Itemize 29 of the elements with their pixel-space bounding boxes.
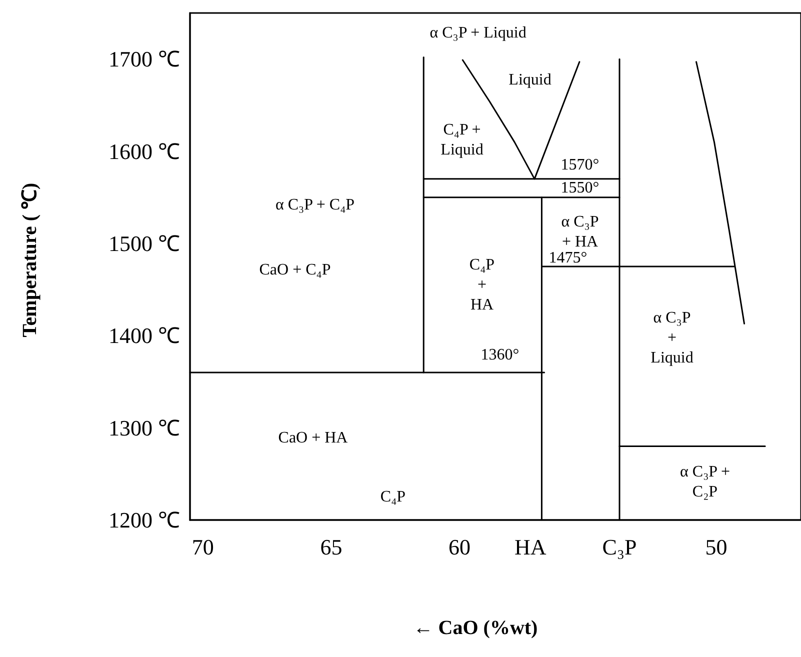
annotation: α C₃P + Liquid <box>430 24 526 42</box>
annotation: 1570° <box>560 156 600 174</box>
annotation: 1550° <box>560 180 600 196</box>
x-axis-title: ← CaO (%wt) <box>413 617 538 639</box>
annotation: C₄P + Liquid <box>440 122 484 158</box>
annotation: CaO + HA <box>278 430 348 446</box>
annotation: α C₃P + C₂P <box>680 464 730 500</box>
y-tick-label: 1300 ℃ <box>108 415 180 440</box>
annotation: α C₃P + C₄P <box>275 196 355 214</box>
x-tick-label: HA <box>514 534 546 560</box>
x-tick-label: 70 <box>192 534 214 560</box>
annotation: Liquid <box>508 72 552 88</box>
annotation: C₄P <box>380 488 406 506</box>
annotation: α C₃P + Liquid <box>650 310 694 366</box>
annotation: CaO + C₄P <box>259 262 331 278</box>
annotation: α C₃P + HA <box>561 214 599 250</box>
y-tick-label: 1500 ℃ <box>108 230 180 256</box>
annotation: C₄P + HA <box>469 256 495 314</box>
y-tick-label: 1600 ℃ <box>108 138 180 164</box>
y-tick-label: 1400 ℃ <box>108 323 180 348</box>
x-tick-label: 60 <box>448 534 471 560</box>
annotation: 1475° <box>548 250 588 266</box>
y-tick-label: 1700 ℃ <box>108 46 180 72</box>
x-tick-label: 65 <box>320 534 342 560</box>
x-tick-label: 50 <box>705 534 728 560</box>
x-tick-label: C₃P <box>602 534 637 560</box>
annotation: 1360° <box>480 346 520 364</box>
y-axis-title: Temperature ( ℃) <box>19 182 41 338</box>
y-tick-label: 1200 ℃ <box>108 508 180 532</box>
